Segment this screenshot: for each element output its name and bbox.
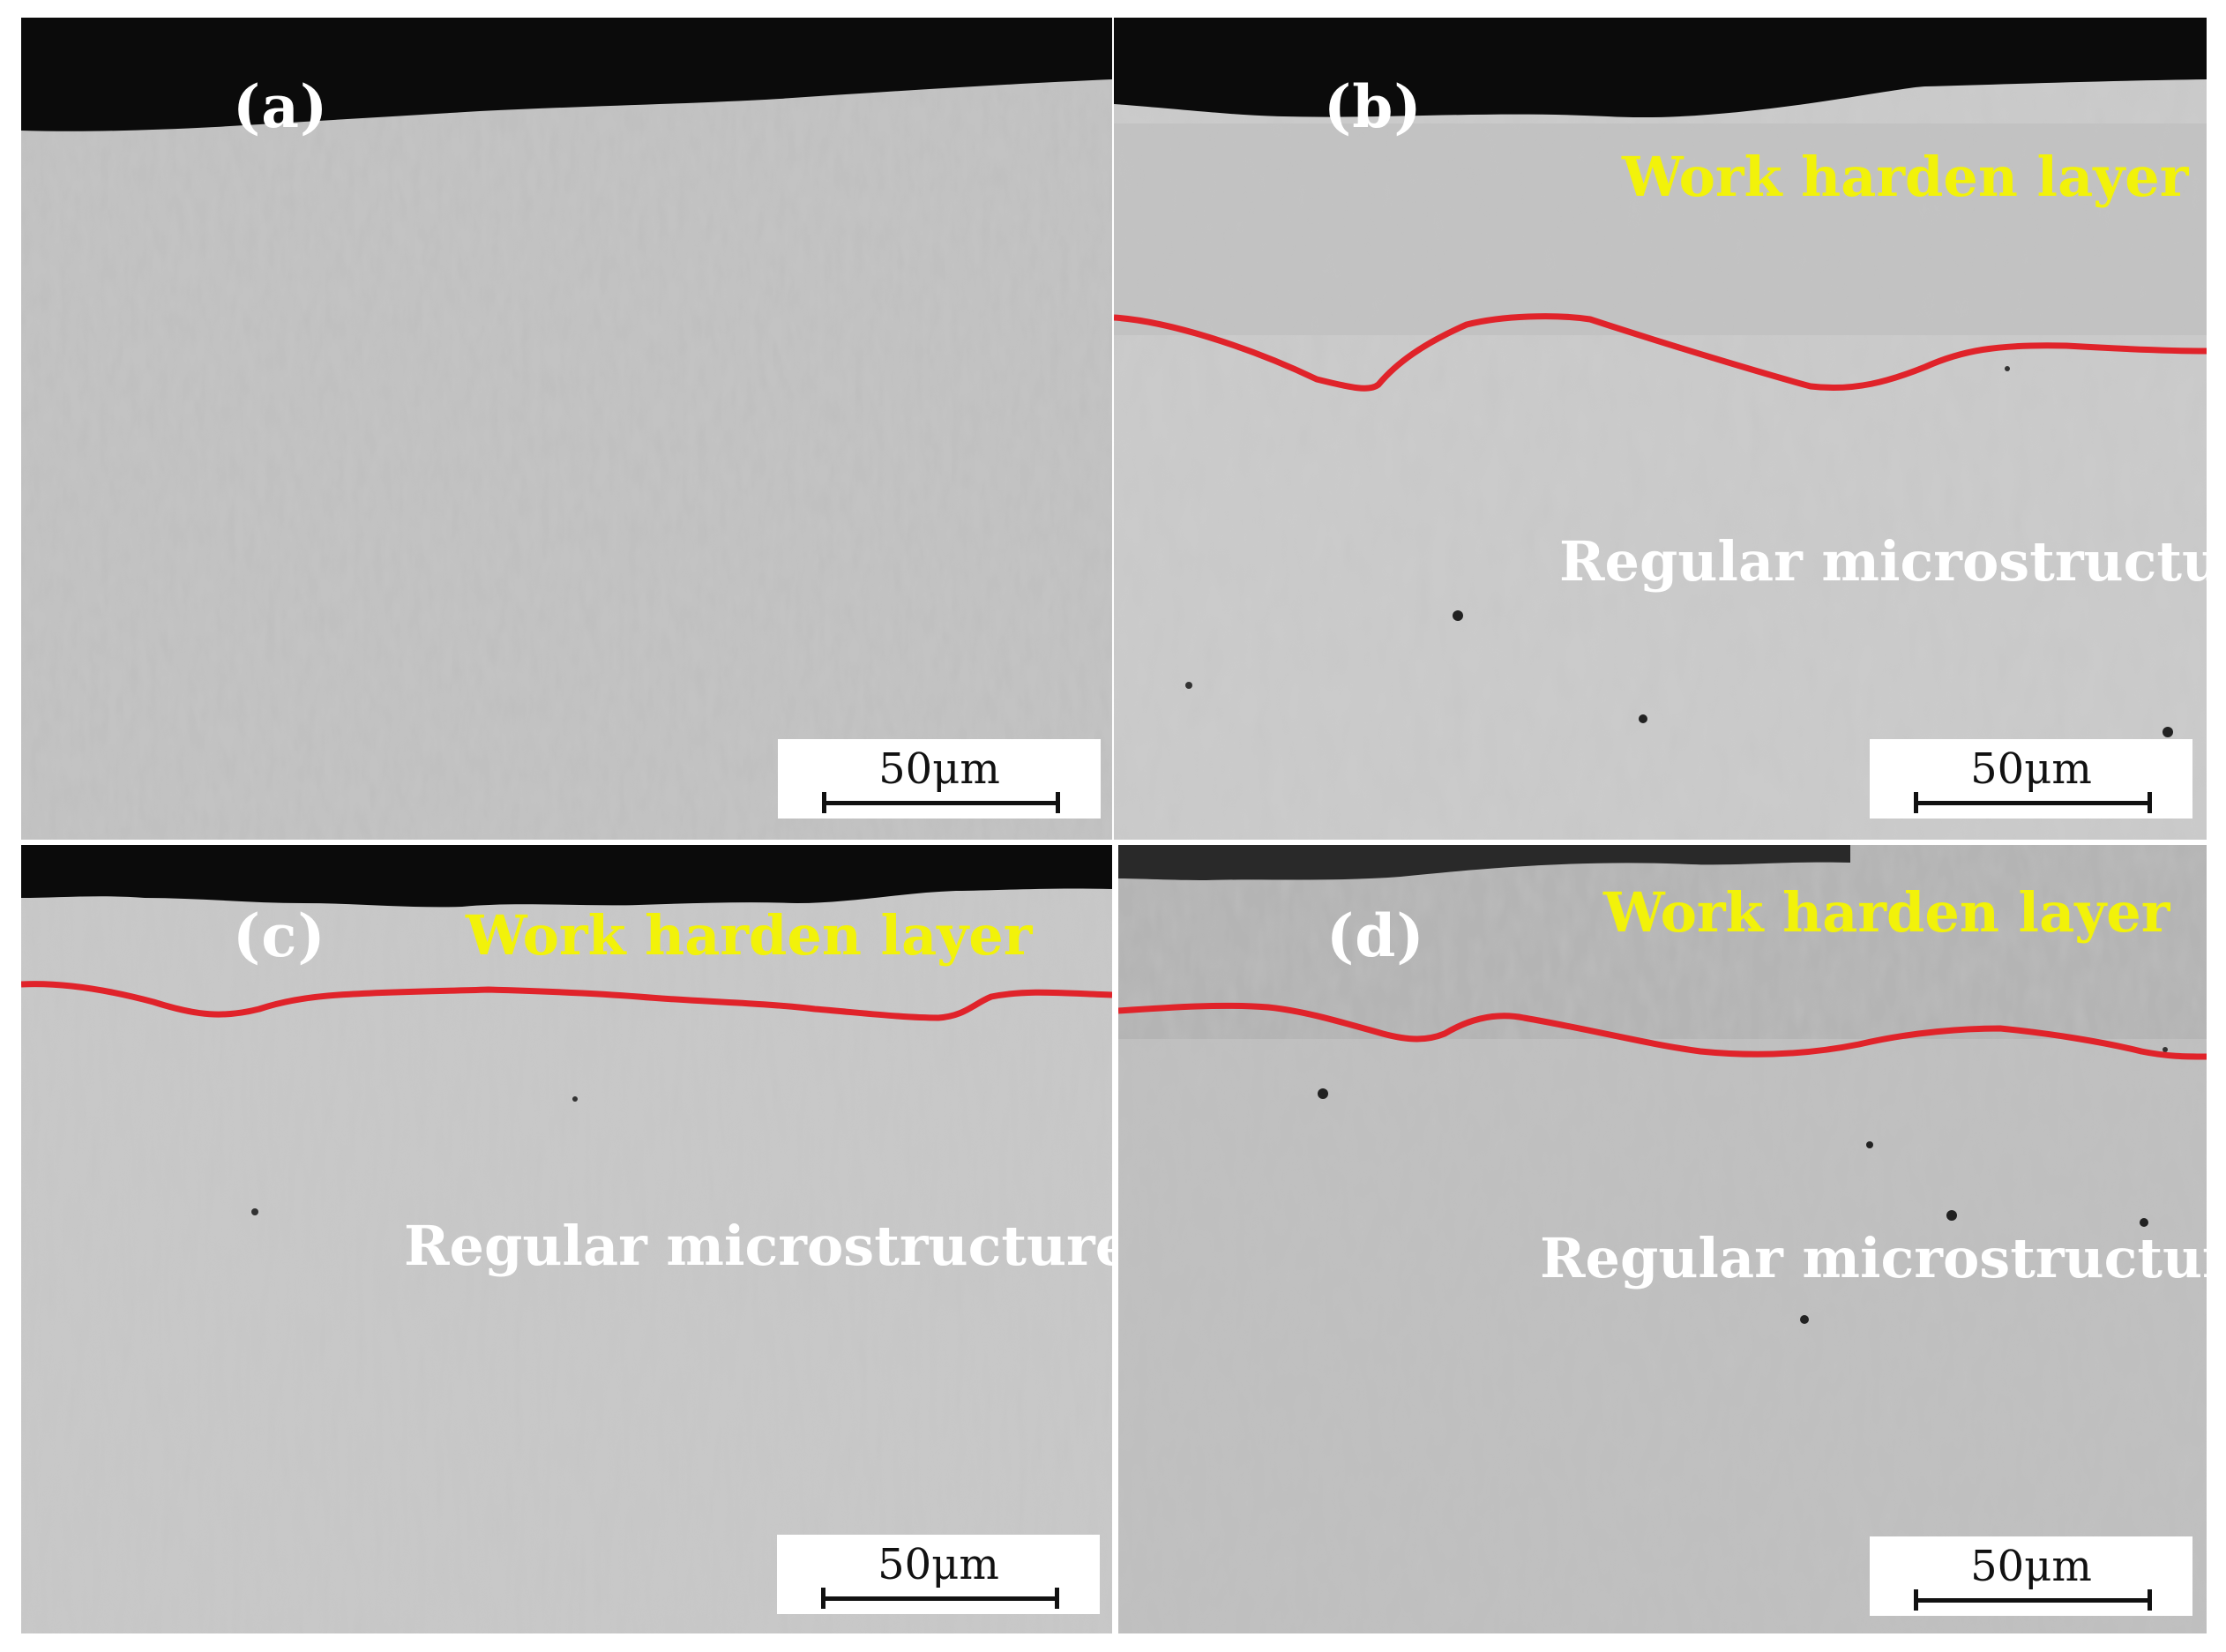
annotation-work-harden-layer-b: Work harden layer xyxy=(1622,145,2189,209)
annotation-work-harden-layer-c: Work harden layer xyxy=(466,903,1033,968)
panel-c: (c) Work harden layer Regular microstruc… xyxy=(21,845,1112,1633)
scale-bar-tick xyxy=(1056,792,1060,813)
scale-bar-d: 50μm xyxy=(1870,1536,2192,1616)
annotation-regular-microstructure-d: Regular microstructure xyxy=(1540,1226,2207,1290)
panel-label-b: (b) xyxy=(1324,72,1423,141)
scale-bar-line xyxy=(821,1596,1059,1601)
annotation-regular-microstructure-c: Regular microstructure xyxy=(404,1214,1112,1278)
panel-label-c: (c) xyxy=(233,901,326,970)
panel-label-d: (d) xyxy=(1326,901,1425,970)
panel-a: (a) 50μm xyxy=(21,18,1112,840)
scale-bar-line xyxy=(822,801,1060,805)
scale-bar-text-a: 50μm xyxy=(878,744,1000,794)
scale-bar-tick xyxy=(822,792,826,813)
micrograph-image-b xyxy=(1114,18,2207,840)
scale-bar-a: 50μm xyxy=(778,739,1101,819)
scale-bar-line xyxy=(1914,1598,2152,1603)
scale-bar-tick xyxy=(2148,792,2152,813)
boundary-line-c xyxy=(21,981,1112,1021)
annotation-regular-microstructure-b: Regular microstructure xyxy=(1559,529,2207,594)
micrograph-image-d xyxy=(1118,845,2207,1633)
scale-bar-tick xyxy=(1055,1588,1059,1609)
scale-bar-tick xyxy=(1914,792,1918,813)
panel-label-a: (a) xyxy=(233,72,329,141)
panel-d: (d) Work harden layer Regular microstruc… xyxy=(1118,845,2207,1633)
scale-bar-tick xyxy=(1914,1589,1918,1611)
scale-bar-tick xyxy=(821,1588,825,1609)
panel-b: (b) Work harden layer Regular microstruc… xyxy=(1114,18,2207,840)
micrograph-image-a xyxy=(21,18,1112,840)
scale-bar-text-c: 50μm xyxy=(878,1540,999,1589)
annotation-work-harden-layer-d: Work harden layer xyxy=(1603,880,2170,945)
scale-bar-b: 50μm xyxy=(1870,739,2192,819)
scale-bar-text-d: 50μm xyxy=(1970,1542,2092,1591)
scale-bar-text-b: 50μm xyxy=(1970,744,2092,794)
micrograph-image-c xyxy=(21,845,1112,1633)
boundary-line-b xyxy=(1114,313,2207,392)
scale-bar-line xyxy=(1914,801,2152,805)
boundary-line-d xyxy=(1118,1002,2207,1060)
scale-bar-c: 50μm xyxy=(777,1535,1100,1614)
scale-bar-tick xyxy=(2148,1589,2152,1611)
